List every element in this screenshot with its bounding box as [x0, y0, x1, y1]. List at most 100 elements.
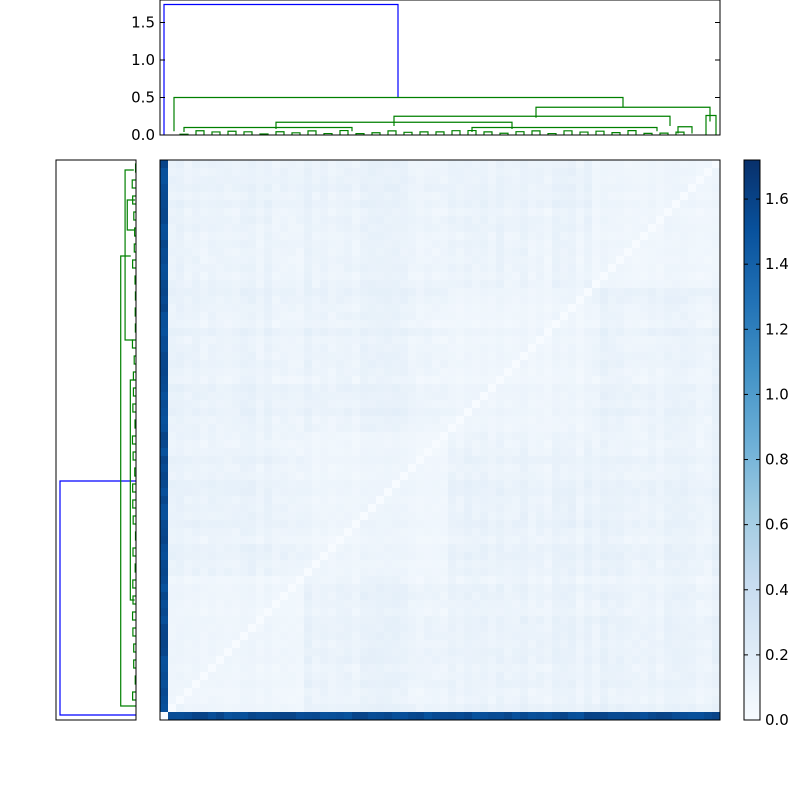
heatmap-cell: [648, 592, 657, 601]
heatmap-cell: [568, 168, 577, 177]
heatmap-cell: [448, 568, 457, 577]
heatmap-cell: [336, 712, 345, 721]
heatmap-cell: [320, 352, 329, 361]
heatmap-cell: [672, 624, 681, 633]
heatmap-cell: [392, 208, 401, 217]
heatmap-cell: [456, 240, 465, 249]
heatmap-cell: [568, 568, 577, 577]
heatmap-cell: [528, 608, 537, 617]
heatmap-cell: [400, 440, 409, 449]
heatmap-cell: [368, 200, 377, 209]
heatmap-cell: [600, 408, 609, 417]
heatmap-cell: [184, 608, 193, 617]
heatmap-cell: [520, 664, 529, 673]
heatmap-cell: [352, 464, 361, 473]
heatmap-cell: [544, 584, 553, 593]
heatmap-cell: [352, 360, 361, 369]
heatmap-cell: [336, 184, 345, 193]
heatmap-cell: [408, 592, 417, 601]
heatmap-cell: [592, 184, 601, 193]
heatmap-cell: [488, 272, 497, 281]
heatmap-cell: [432, 416, 441, 425]
heatmap-cell: [376, 680, 385, 689]
heatmap-cell: [336, 208, 345, 217]
heatmap-cell: [576, 344, 585, 353]
heatmap-cell: [656, 624, 665, 633]
heatmap-cell: [400, 512, 409, 521]
heatmap-cell: [344, 208, 353, 217]
heatmap-cell: [456, 688, 465, 697]
heatmap-cell: [520, 360, 529, 369]
heatmap-cell: [624, 344, 633, 353]
heatmap-cell: [464, 576, 473, 585]
heatmap-cell: [680, 520, 689, 529]
heatmap-cell: [488, 368, 497, 377]
heatmap-cell: [368, 312, 377, 321]
heatmap-cell: [240, 352, 249, 361]
heatmap-cell: [360, 352, 369, 361]
heatmap-cell: [336, 568, 345, 577]
heatmap-cell: [680, 496, 689, 505]
heatmap-cell: [248, 224, 257, 233]
heatmap-cell: [680, 528, 689, 537]
heatmap-cell: [480, 224, 489, 233]
heatmap-cell: [672, 248, 681, 257]
heatmap-cell: [640, 392, 649, 401]
heatmap-cell: [272, 552, 281, 561]
heatmap-cell: [672, 192, 681, 201]
heatmap-cell: [192, 176, 201, 185]
heatmap-cell: [200, 688, 209, 697]
heatmap-cell: [560, 232, 569, 241]
heatmap-cell: [328, 472, 337, 481]
heatmap-cell: [192, 592, 201, 601]
heatmap-cell: [272, 480, 281, 489]
heatmap-cell: [632, 456, 641, 465]
heatmap-cell: [448, 424, 457, 433]
heatmap-cell: [544, 680, 553, 689]
heatmap-cell: [496, 664, 505, 673]
heatmap-cell: [344, 536, 353, 545]
heatmap-cell: [616, 704, 625, 713]
heatmap-cell: [416, 240, 425, 249]
heatmap-cell: [176, 256, 185, 265]
heatmap-cell: [160, 168, 169, 177]
heatmap-cell: [672, 336, 681, 345]
heatmap-cell: [192, 432, 201, 441]
heatmap-cell: [520, 216, 529, 225]
heatmap-cell: [368, 272, 377, 281]
heatmap-cell: [552, 240, 561, 249]
heatmap-cell: [664, 608, 673, 617]
heatmap-cell: [584, 224, 593, 233]
heatmap-cell: [240, 576, 249, 585]
heatmap-cell: [624, 392, 633, 401]
heatmap-cell: [504, 480, 513, 489]
heatmap-cell: [648, 328, 657, 337]
heatmap-cell: [368, 664, 377, 673]
dendrogram-link: [515, 131, 525, 135]
heatmap-cell: [400, 408, 409, 417]
heatmap-cell: [712, 592, 721, 601]
heatmap-cell: [552, 440, 561, 449]
heatmap-cell: [704, 704, 713, 713]
heatmap-cell: [344, 328, 353, 337]
heatmap-cell: [552, 640, 561, 649]
heatmap-cell: [232, 280, 241, 289]
heatmap-cell: [472, 608, 481, 617]
heatmap-cell: [456, 472, 465, 481]
heatmap-cell: [464, 648, 473, 657]
heatmap-cell: [424, 600, 433, 609]
heatmap-cell: [624, 256, 633, 265]
heatmap-cell: [456, 432, 465, 441]
heatmap-cell: [600, 392, 609, 401]
heatmap-cell: [416, 272, 425, 281]
heatmap-cell: [512, 648, 521, 657]
heatmap-cell: [192, 608, 201, 617]
heatmap-cell: [176, 168, 185, 177]
heatmap-cell: [256, 456, 265, 465]
heatmap-cell: [424, 560, 433, 569]
heatmap-cell: [656, 320, 665, 329]
heatmap-cell: [360, 536, 369, 545]
heatmap-cell: [600, 672, 609, 681]
heatmap-cell: [488, 240, 497, 249]
heatmap-cell: [536, 624, 545, 633]
